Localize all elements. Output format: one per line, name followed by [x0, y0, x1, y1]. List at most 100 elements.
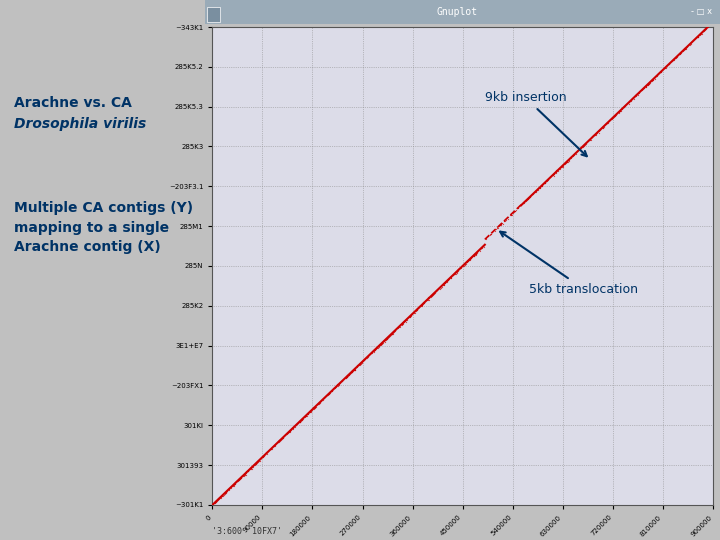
Point: [647, 76, 658, 85]
Point: [426, 291, 438, 299]
Point: [420, 297, 431, 306]
Point: [449, 269, 461, 278]
Point: [495, 221, 506, 230]
Point: [281, 429, 292, 437]
Point: [594, 126, 606, 134]
Point: [220, 488, 232, 496]
Point: [272, 437, 284, 446]
Point: [284, 427, 295, 435]
Point: [613, 107, 625, 116]
Point: [227, 482, 238, 490]
Point: [353, 361, 364, 369]
Point: [340, 374, 351, 383]
Point: [474, 244, 486, 253]
Point: [308, 404, 320, 413]
Point: [502, 213, 513, 222]
Point: [495, 219, 507, 228]
Point: [451, 269, 462, 278]
Point: [445, 273, 456, 281]
Point: [309, 403, 320, 411]
Point: [693, 32, 704, 41]
Point: [698, 26, 710, 35]
Point: [529, 188, 541, 197]
Point: [652, 72, 663, 80]
Point: [642, 80, 654, 89]
Point: [410, 307, 421, 315]
Point: [437, 281, 449, 289]
Point: [210, 497, 222, 506]
Point: [370, 345, 382, 354]
Point: [395, 322, 406, 331]
Point: [466, 254, 477, 262]
Point: [323, 391, 334, 400]
Point: [433, 284, 445, 293]
Point: [220, 488, 232, 497]
Point: [273, 436, 284, 445]
Point: [323, 389, 335, 397]
Point: [413, 303, 425, 312]
Point: [349, 366, 361, 375]
Point: [321, 390, 333, 399]
Point: [524, 193, 536, 201]
Point: [230, 477, 242, 486]
Point: [702, 23, 714, 31]
Point: [323, 389, 335, 398]
Point: [588, 131, 599, 140]
Point: [245, 465, 256, 474]
Point: [625, 97, 636, 105]
Point: [238, 471, 250, 480]
Point: [304, 408, 315, 417]
Point: [382, 334, 394, 342]
Point: [396, 319, 408, 327]
Point: [351, 363, 362, 372]
Point: [550, 166, 562, 175]
Point: [314, 399, 325, 408]
Point: [452, 265, 464, 274]
Point: [636, 86, 648, 94]
Point: [464, 254, 476, 263]
Point: [470, 250, 482, 259]
Point: [381, 334, 392, 342]
Point: [430, 287, 441, 296]
Point: [670, 53, 682, 62]
Point: [346, 366, 358, 374]
Point: [575, 145, 586, 153]
Point: [426, 292, 438, 300]
Point: [561, 158, 572, 166]
Point: [275, 434, 287, 443]
Point: [614, 107, 626, 116]
Point: [692, 32, 703, 41]
Point: [219, 490, 230, 499]
Point: [233, 476, 245, 485]
Point: [491, 224, 503, 233]
Point: [367, 347, 379, 356]
Point: [261, 449, 272, 457]
Point: [312, 399, 324, 407]
Point: [297, 415, 308, 424]
Point: [631, 90, 643, 99]
Point: [593, 127, 604, 136]
Point: [272, 436, 284, 445]
Point: [372, 343, 383, 352]
Point: [333, 380, 345, 388]
Point: [550, 167, 562, 176]
Point: [522, 194, 534, 203]
Point: [466, 253, 477, 262]
Point: [303, 408, 315, 417]
Point: [513, 204, 524, 212]
Point: [461, 258, 472, 266]
Point: [258, 450, 270, 459]
Point: [405, 312, 416, 321]
Point: [564, 153, 576, 161]
Point: [557, 161, 569, 170]
Point: [239, 470, 251, 479]
Point: [372, 343, 383, 352]
Point: [336, 377, 347, 386]
Point: [454, 264, 466, 272]
Point: [607, 113, 618, 122]
Point: [239, 469, 251, 477]
Point: [601, 119, 613, 127]
Point: [341, 372, 352, 381]
Point: [378, 337, 390, 346]
Point: [302, 408, 313, 417]
